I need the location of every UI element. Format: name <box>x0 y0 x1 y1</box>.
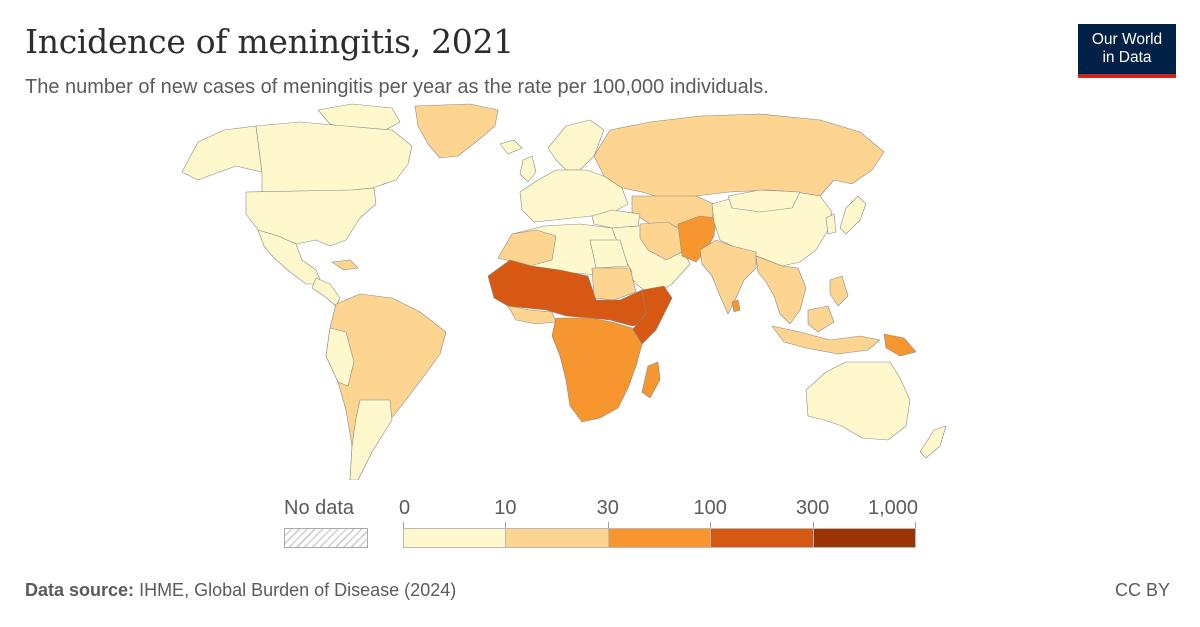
region-papua-new-guinea[interactable] <box>883 333 917 357</box>
region-horn-of-africa[interactable] <box>631 285 673 345</box>
region-madagascar[interactable] <box>641 361 661 399</box>
region-sri-lanka[interactable] <box>731 299 741 313</box>
chart-subtitle: The number of new cases of meningitis pe… <box>25 76 769 98</box>
data-source-label: Data source: <box>25 580 135 600</box>
legend-tick-line <box>710 522 712 528</box>
legend-bin-0[interactable] <box>403 528 507 548</box>
legend-tick-label: 100 <box>693 497 727 519</box>
region-korea[interactable] <box>825 213 837 235</box>
legend-tick-line <box>505 522 507 528</box>
legend-no-data-label: No data <box>284 497 355 519</box>
region-alaska[interactable] <box>181 125 263 181</box>
region-central-southern-africa[interactable] <box>551 317 643 423</box>
region-russia[interactable] <box>593 113 885 199</box>
legend-tick-line <box>403 522 404 528</box>
legend-bin-4[interactable] <box>812 528 916 548</box>
region-philippines[interactable] <box>829 275 849 307</box>
chart-title: Incidence of meningitis, 2021 <box>25 22 514 61</box>
region-andes[interactable] <box>325 327 355 387</box>
region-japan[interactable] <box>839 195 867 235</box>
legend-no-data-swatch <box>284 528 368 548</box>
owid-logo[interactable]: Our World in Data <box>1078 24 1176 78</box>
legend-bin-1[interactable] <box>505 528 609 548</box>
legend-tick-line <box>607 522 609 528</box>
world-map[interactable] <box>0 100 1200 480</box>
legend-tick-label: 10 <box>494 497 517 519</box>
region-indonesia[interactable] <box>771 325 881 355</box>
legend-tick-label: 0 <box>399 497 411 519</box>
region-sudan[interactable] <box>591 267 637 301</box>
region-caribbean[interactable] <box>331 259 359 271</box>
legend-bin-2[interactable] <box>607 528 712 548</box>
data-source-text: IHME, Global Burden of Disease (2024) <box>139 580 457 600</box>
legend-tick-line <box>812 522 814 528</box>
legend-bin-3[interactable] <box>710 528 814 548</box>
region-borneo[interactable] <box>807 305 835 333</box>
region-egypt[interactable] <box>589 239 629 269</box>
legend-tick-line <box>915 522 916 528</box>
region-canada[interactable] <box>255 121 413 193</box>
legend-tick-label: 30 <box>596 497 619 519</box>
region-mongolia[interactable] <box>727 189 801 213</box>
region-iceland[interactable] <box>499 139 523 155</box>
region-greenland[interactable] <box>414 103 499 159</box>
region-uk[interactable] <box>519 155 537 183</box>
region-new-zealand[interactable] <box>919 425 947 459</box>
legend-tick-label: 300 <box>795 497 830 519</box>
region-southeast-asia[interactable] <box>755 255 807 325</box>
region-australia[interactable] <box>805 361 911 441</box>
region-northwest-africa[interactable] <box>497 229 557 267</box>
region-iran[interactable] <box>639 221 685 261</box>
logo-line-1: Our World <box>1091 31 1163 48</box>
legend-tick-label: 1,000 <box>867 497 919 519</box>
license-link[interactable]: CC BY <box>1114 580 1170 600</box>
region-south-america[interactable] <box>325 293 447 480</box>
region-central-america[interactable] <box>311 277 341 307</box>
region-southern-cone[interactable] <box>349 399 393 480</box>
region-europe[interactable] <box>519 169 629 223</box>
region-india[interactable] <box>699 239 757 315</box>
data-source[interactable]: Data source: IHME, Global Burden of Dise… <box>25 580 456 601</box>
region-scandinavia[interactable] <box>547 119 605 171</box>
logo-line-2: in Data <box>1102 49 1152 66</box>
